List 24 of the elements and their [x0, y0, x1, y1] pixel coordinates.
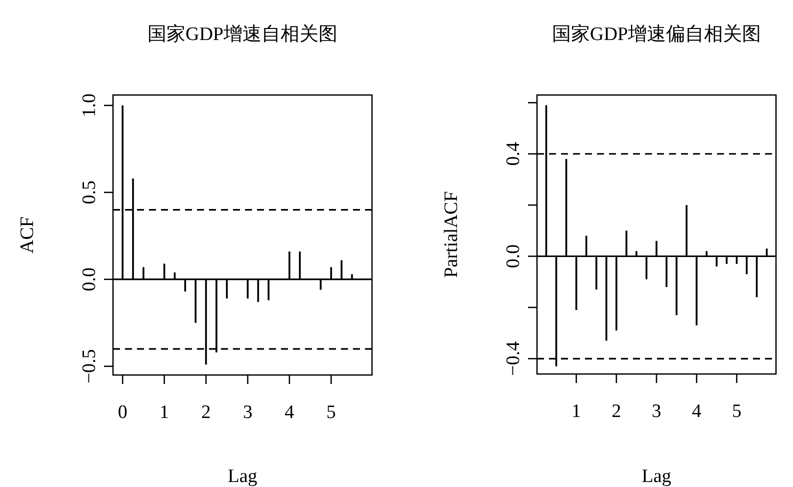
x-axis-title: Lag — [642, 466, 672, 487]
y-tick-label: 1.0 — [79, 94, 100, 118]
x-axis-title: Lag — [228, 466, 258, 487]
y-tick-label: 0.0 — [503, 244, 524, 268]
x-tick-label: 2 — [612, 401, 622, 422]
y-axis-title: PartialACF — [441, 191, 462, 278]
chart-title: 国家GDP增速自相关图 — [147, 23, 338, 45]
x-tick-label: 2 — [201, 402, 211, 423]
y-tick-label: 0.4 — [503, 141, 524, 166]
y-tick-label: −0.4 — [503, 340, 524, 376]
x-tick-label: 4 — [284, 402, 295, 423]
x-tick-label: 3 — [652, 401, 662, 422]
y-axis-title: ACF — [17, 216, 38, 254]
x-tick-label: 4 — [692, 401, 702, 422]
x-tick-label: 0 — [118, 402, 128, 423]
y-tick-label: −0.5 — [79, 349, 100, 384]
x-tick-label: 5 — [732, 401, 742, 422]
y-tick-label: 0.0 — [79, 267, 100, 292]
chart-title: 国家GDP增速偏自相关图 — [552, 23, 762, 45]
x-tick-label: 1 — [572, 401, 582, 422]
x-tick-label: 3 — [242, 402, 252, 423]
x-tick-label: 1 — [160, 402, 170, 423]
y-tick-label: 0.5 — [79, 180, 100, 204]
x-tick-label: 5 — [326, 402, 336, 423]
